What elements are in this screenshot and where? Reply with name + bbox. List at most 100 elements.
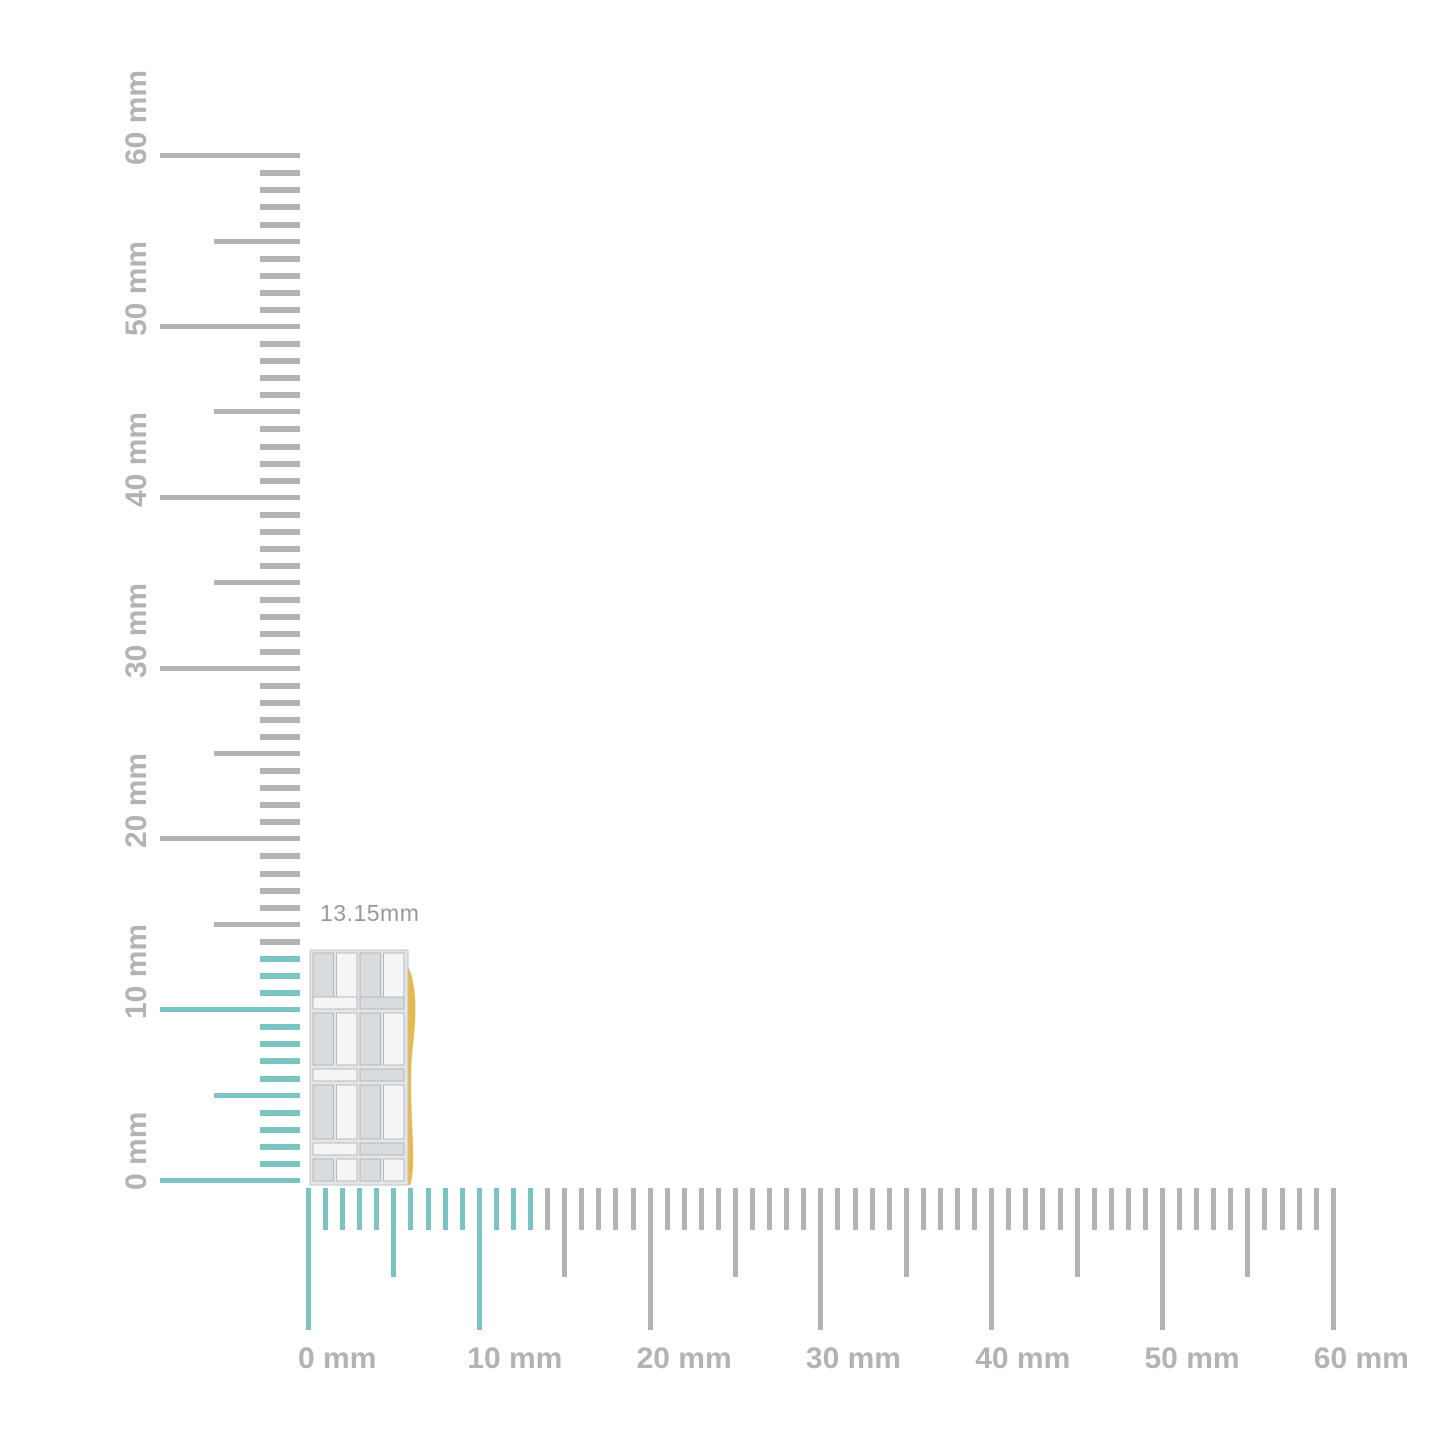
horizontal-tick xyxy=(545,1188,551,1230)
vertical-tick xyxy=(260,1143,300,1150)
vertical-tick xyxy=(260,631,300,638)
baguette-stone xyxy=(336,1012,358,1066)
horizontal-tick xyxy=(1228,1188,1234,1230)
horizontal-tick xyxy=(596,1188,602,1230)
horizontal-tick xyxy=(476,1188,482,1330)
vertical-ruler-label: 0 mm xyxy=(120,1111,153,1190)
vertical-tick xyxy=(260,375,300,382)
vertical-tick xyxy=(260,358,300,365)
vertical-ruler-label: 30 mm xyxy=(120,582,153,678)
vertical-tick xyxy=(260,477,300,484)
horizontal-tick xyxy=(1108,1188,1114,1230)
vertical-tick xyxy=(260,699,300,706)
horizontal-tick xyxy=(1177,1188,1183,1230)
horizontal-tick xyxy=(920,1188,926,1230)
baguette-stone xyxy=(359,1158,381,1182)
vertical-tick xyxy=(260,1126,300,1133)
vertical-tick xyxy=(260,1109,300,1116)
horizontal-tick xyxy=(408,1188,414,1230)
vertical-tick xyxy=(260,563,300,570)
vertical-tick xyxy=(160,153,300,159)
baguette-stone xyxy=(336,952,358,1002)
dimension-label: 13.15mm xyxy=(320,900,420,926)
vertical-tick xyxy=(160,1178,300,1183)
horizontal-tick xyxy=(835,1188,841,1230)
horizontal-tick xyxy=(852,1188,858,1230)
baguette-stone xyxy=(312,1142,358,1156)
horizontal-tick xyxy=(698,1188,704,1230)
vertical-tick xyxy=(260,528,300,535)
vertical-tick xyxy=(214,751,300,756)
vertical-tick xyxy=(260,990,300,997)
horizontal-ruler-label: 30 mm xyxy=(805,1342,901,1375)
horizontal-tick xyxy=(767,1188,773,1230)
vertical-tick xyxy=(160,494,300,500)
horizontal-tick xyxy=(1211,1188,1217,1230)
horizontal-tick xyxy=(1142,1188,1148,1230)
horizontal-tick xyxy=(510,1188,516,1230)
horizontal-tick xyxy=(989,1188,995,1330)
horizontal-tick xyxy=(869,1188,875,1230)
baguette-stone xyxy=(383,1084,405,1140)
vertical-ruler-label: 40 mm xyxy=(120,411,153,507)
vertical-tick xyxy=(260,853,300,860)
vertical-tick xyxy=(260,973,300,980)
horizontal-tick xyxy=(886,1188,892,1230)
baguette-stone xyxy=(359,1084,381,1140)
vertical-tick xyxy=(260,255,300,262)
vertical-tick xyxy=(260,785,300,792)
horizontal-tick xyxy=(1057,1188,1063,1230)
vertical-tick xyxy=(260,289,300,296)
vertical-tick xyxy=(260,955,300,962)
vertical-tick xyxy=(260,819,300,826)
vertical-tick xyxy=(160,324,300,329)
vertical-tick xyxy=(260,938,300,945)
vertical-ruler-label: 60 mm xyxy=(120,70,153,166)
horizontal-tick xyxy=(579,1188,585,1230)
horizontal-tick xyxy=(323,1188,329,1230)
horizontal-tick xyxy=(1330,1188,1336,1330)
horizontal-tick xyxy=(613,1188,619,1230)
baguette-stone xyxy=(312,1084,334,1140)
vertical-tick xyxy=(160,836,300,842)
vertical-tick xyxy=(260,546,300,553)
horizontal-tick xyxy=(391,1188,397,1277)
horizontal-tick xyxy=(1194,1188,1200,1230)
vertical-tick xyxy=(260,1075,300,1082)
horizontal-tick xyxy=(340,1188,346,1230)
baguette-stone xyxy=(312,1068,358,1082)
vertical-tick xyxy=(260,1160,300,1167)
horizontal-tick xyxy=(425,1188,431,1230)
horizontal-ruler-label: 60 mm xyxy=(1313,1342,1409,1375)
baguette-stone xyxy=(359,952,381,1002)
horizontal-tick xyxy=(801,1188,807,1230)
vertical-tick xyxy=(260,614,300,621)
horizontal-tick xyxy=(1040,1188,1046,1230)
horizontal-tick xyxy=(664,1188,670,1230)
vertical-tick xyxy=(160,665,300,671)
baguette-stone xyxy=(336,1158,358,1182)
horizontal-tick xyxy=(630,1188,636,1230)
vertical-tick xyxy=(260,648,300,655)
vertical-tick xyxy=(260,187,300,194)
horizontal-tick xyxy=(442,1188,448,1230)
vertical-tick xyxy=(214,409,300,415)
horizontal-tick xyxy=(562,1188,568,1277)
horizontal-tick xyxy=(903,1188,909,1277)
baguette-stone xyxy=(359,996,405,1010)
baguette-stone xyxy=(383,1012,405,1066)
vertical-tick xyxy=(260,597,300,604)
horizontal-ruler-label: 50 mm xyxy=(1144,1342,1240,1375)
horizontal-ruler-label: 0 mm xyxy=(298,1342,377,1375)
baguette-stone xyxy=(359,1142,405,1156)
horizontal-tick xyxy=(374,1188,380,1230)
horizontal-tick xyxy=(1262,1188,1268,1230)
vertical-tick xyxy=(260,170,300,177)
baguette-stone xyxy=(312,996,358,1010)
horizontal-tick xyxy=(1279,1188,1285,1230)
vertical-tick xyxy=(260,1041,300,1048)
baguette-stone xyxy=(359,1012,381,1066)
horizontal-tick xyxy=(306,1188,311,1330)
baguette-stone xyxy=(312,1012,334,1066)
